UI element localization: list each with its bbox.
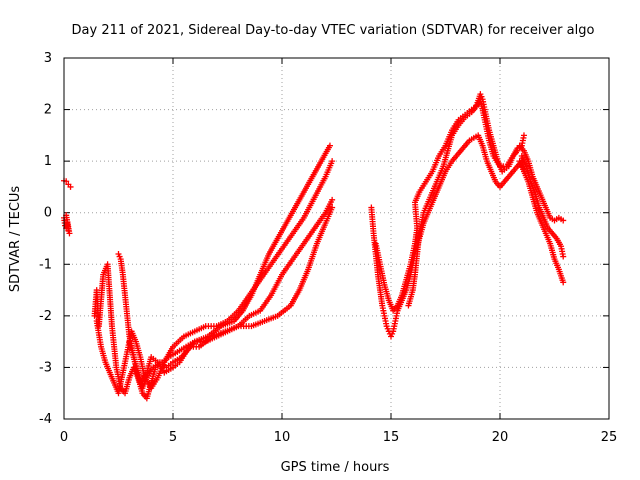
data-point	[560, 217, 567, 224]
series-track-2	[61, 212, 73, 237]
series-track-9	[405, 91, 521, 309]
data-point	[560, 253, 567, 260]
tick-labels: 0 5 10 15 20 25 -4 -3 -2 -1 0 1 2 3	[39, 51, 617, 445]
y-tick-label: 3	[44, 51, 52, 66]
series-track-4	[93, 158, 336, 397]
series-track-3	[91, 196, 336, 397]
y-tick-label: 2	[44, 103, 52, 118]
x-tick-label: 15	[383, 430, 400, 445]
y-tick-label: -4	[39, 412, 52, 427]
series-track-5	[115, 142, 333, 402]
chart-title: Day 211 of 2021, Sidereal Day-to-day VTE…	[72, 23, 595, 38]
series-track-1	[61, 177, 74, 190]
data-point	[560, 279, 567, 286]
data-marks	[61, 91, 567, 402]
x-tick-label: 10	[274, 430, 291, 445]
y-tick-label: -3	[39, 360, 52, 375]
series-track-10	[516, 142, 567, 224]
x-tick-label: 20	[492, 430, 509, 445]
series-track-8	[372, 96, 527, 314]
data-point	[329, 158, 336, 165]
x-axis-label: GPS time / hours	[281, 460, 390, 475]
series-track-6	[126, 204, 336, 392]
data-point	[326, 142, 333, 149]
data-point	[514, 147, 521, 154]
gridlines	[64, 58, 609, 419]
x-tick-label: 25	[601, 430, 618, 445]
series-track-11	[516, 158, 567, 286]
axis-ticks	[63, 57, 610, 420]
y-tick-label: 0	[44, 206, 52, 221]
data-point	[329, 196, 336, 203]
data-point	[520, 132, 527, 139]
y-tick-label: 1	[44, 154, 52, 169]
series-track-12	[518, 152, 567, 260]
data-point	[329, 204, 336, 211]
y-tick-label: -1	[39, 257, 52, 272]
plot-frame	[63, 57, 610, 420]
data-point	[67, 183, 74, 190]
x-tick-label: 5	[169, 430, 177, 445]
series-track-7	[368, 132, 527, 340]
x-tick-label: 0	[60, 430, 68, 445]
y-tick-label: -2	[39, 309, 52, 324]
y-axis-label: SDTVAR / TECUs	[8, 186, 23, 293]
